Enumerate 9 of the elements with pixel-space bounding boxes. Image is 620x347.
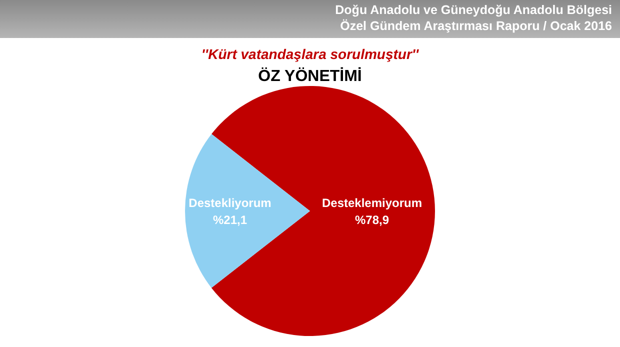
chart-title: ÖZ YÖNETİMİ — [258, 67, 362, 85]
pie-slice — [185, 134, 310, 288]
slice-label: Desteklemiyorum — [322, 196, 422, 210]
data-label: %21,1 — [212, 212, 248, 227]
data-label: %78,9 — [354, 213, 390, 228]
text: Doğu Anadolu ve Güneydoğu Anadolu Bölgesi — [334, 2, 612, 18]
text: Özel Gündem Araştırması Raporu / Ocak 2016 — [339, 18, 612, 34]
chart-subtitle: ''Kürt vatandaşlara sorulmuştur'' — [200, 46, 420, 62]
slice-label: Destekliyorum — [188, 196, 272, 210]
